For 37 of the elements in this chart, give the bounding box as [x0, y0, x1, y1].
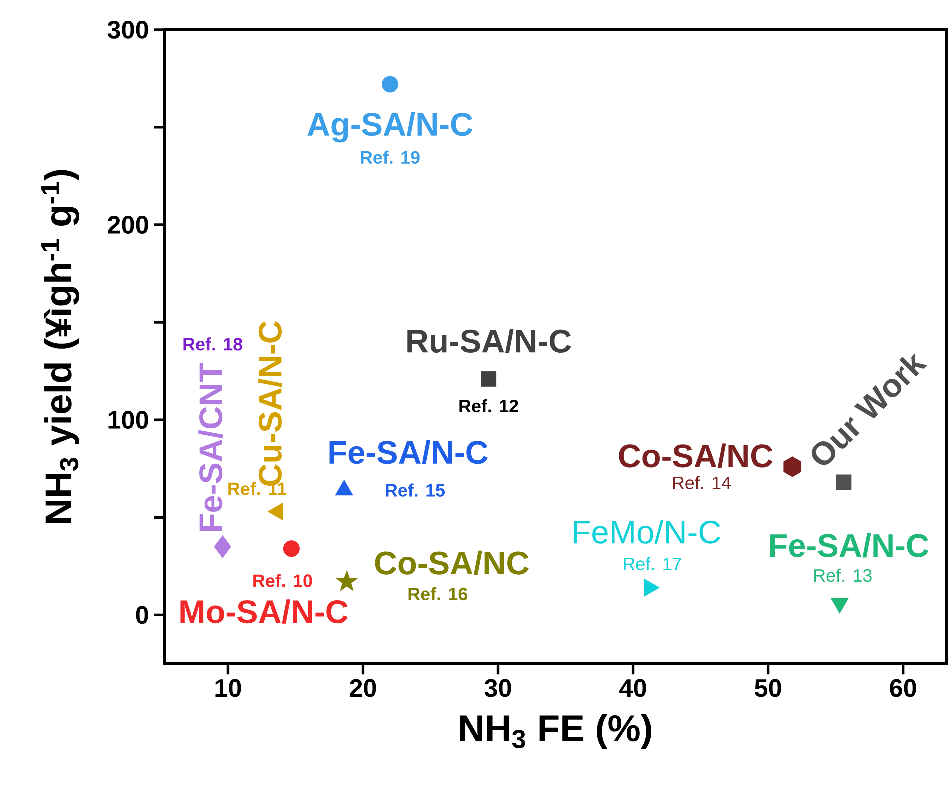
series-label: Fe-SA/N-C [330, 440, 488, 465]
point [382, 76, 398, 93]
point [481, 372, 497, 388]
point [336, 570, 358, 592]
series-label: Co-SA/NC [619, 444, 773, 468]
annotation: Ref. 13 [814, 569, 872, 582]
series-label: FeMo/N-C [574, 520, 720, 544]
annotation: Ref. 12 [460, 400, 518, 413]
x-tick-label: 10 [216, 679, 242, 698]
annotation: Ref. 16 [408, 588, 468, 601]
x-tick-label: 50 [755, 679, 782, 698]
y-axis-title: NH$_{3}$ yield (¥ìgh$^{-1}$ g$^{-1}$) [42, 170, 80, 524]
x-tick-label: 40 [620, 679, 646, 698]
point [283, 540, 300, 558]
x-tick-label: 60 [890, 679, 916, 698]
series-label: Ag-SA/N-C [308, 112, 473, 143]
annotation: Ref. 18 [184, 338, 243, 351]
annotation: Ref. 19 [361, 150, 420, 164]
annotation: Ref. 10 [254, 574, 312, 588]
y-tick-label: 300 [108, 21, 148, 40]
point [214, 536, 232, 558]
annotation: Ref. 14 [673, 476, 732, 490]
text: Fe-SA/CNT [198, 363, 223, 532]
series-label: Co-SA/NC [375, 551, 529, 576]
x-tick-label: 30 [484, 679, 512, 698]
y-tick-label: 200 [108, 216, 148, 234]
series-label: Mo-SA/N-C [180, 600, 348, 624]
y-tick-label: 100 [108, 411, 148, 430]
annotation: Ref. 17 [624, 557, 682, 571]
x-tick-label: 20 [350, 679, 376, 698]
point [836, 474, 852, 490]
x-axis-title: NH$_{3}$ FE (%) [460, 714, 652, 750]
point [784, 456, 802, 478]
annotation: Ref. 15 [386, 484, 446, 498]
y-tick-label: 0 [136, 606, 148, 624]
series-label: Fe-SA/N-C [770, 534, 929, 558]
series-label: Ru-SA/N-C [408, 329, 572, 354]
